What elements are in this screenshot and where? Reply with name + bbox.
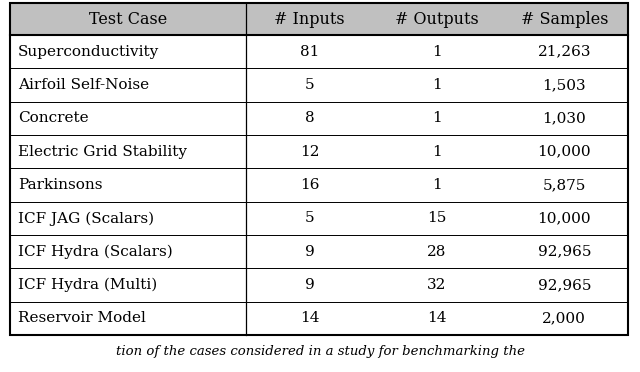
Text: 1,030: 1,030	[543, 111, 586, 125]
Text: 28: 28	[428, 245, 447, 259]
Text: Concrete: Concrete	[18, 111, 88, 125]
Text: 9: 9	[305, 245, 314, 259]
Text: ICF JAG (Scalars): ICF JAG (Scalars)	[18, 211, 154, 225]
Text: 10,000: 10,000	[538, 145, 591, 159]
Text: 21,263: 21,263	[538, 45, 591, 59]
Text: 92,965: 92,965	[538, 245, 591, 259]
Text: 1: 1	[432, 78, 442, 92]
Bar	[10, 169, 628, 202]
Bar	[10, 235, 628, 268]
Bar	[10, 302, 628, 335]
Text: ICF Hydra (Scalars): ICF Hydra (Scalars)	[18, 244, 173, 259]
Text: ICF Hydra (Multi): ICF Hydra (Multi)	[18, 278, 157, 292]
Text: 1: 1	[432, 45, 442, 59]
Text: Reservoir Model: Reservoir Model	[18, 311, 146, 326]
Bar	[10, 135, 628, 169]
Text: 14: 14	[300, 311, 319, 326]
Text: 16: 16	[300, 178, 319, 192]
Text: # Outputs: # Outputs	[395, 10, 479, 28]
Text: tion of the cases considered in a study for benchmarking the: tion of the cases considered in a study …	[115, 346, 525, 359]
Text: 5: 5	[305, 78, 314, 92]
Text: Airfoil Self-Noise: Airfoil Self-Noise	[18, 78, 149, 92]
Text: Electric Grid Stability: Electric Grid Stability	[18, 145, 187, 159]
Text: 14: 14	[428, 311, 447, 326]
Bar	[10, 35, 628, 68]
Text: 32: 32	[428, 278, 447, 292]
Text: 8: 8	[305, 111, 314, 125]
Text: Parkinsons: Parkinsons	[18, 178, 102, 192]
Text: 15: 15	[428, 211, 447, 225]
Text: 9: 9	[305, 278, 314, 292]
Text: Test Case: Test Case	[89, 10, 167, 28]
Text: 5,875: 5,875	[543, 178, 586, 192]
Text: # Samples: # Samples	[520, 10, 608, 28]
Bar	[10, 68, 628, 102]
Text: 5: 5	[305, 211, 314, 225]
Text: 2,000: 2,000	[542, 311, 586, 326]
Bar	[10, 268, 628, 302]
Text: 1: 1	[432, 145, 442, 159]
Text: 12: 12	[300, 145, 319, 159]
Text: 81: 81	[300, 45, 319, 59]
Bar	[10, 102, 628, 135]
Text: 1,503: 1,503	[543, 78, 586, 92]
Text: 1: 1	[432, 178, 442, 192]
Bar	[10, 3, 628, 35]
Text: Superconductivity: Superconductivity	[18, 45, 159, 59]
Text: 10,000: 10,000	[538, 211, 591, 225]
Text: # Inputs: # Inputs	[275, 10, 345, 28]
Text: 92,965: 92,965	[538, 278, 591, 292]
Text: 1: 1	[432, 111, 442, 125]
Bar	[10, 3, 628, 335]
Bar	[10, 202, 628, 235]
